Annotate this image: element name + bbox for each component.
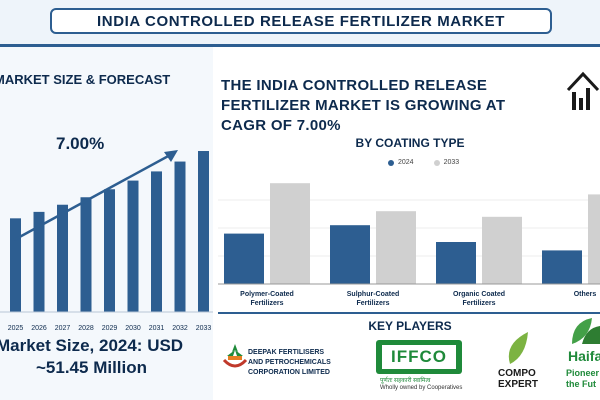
legend-swatch-2024 [388, 159, 394, 166]
growth-arrow-line [13, 152, 173, 242]
haifa-tagline: Pioneer the Fut [566, 368, 599, 390]
legend-label-2033: 2033 [443, 159, 460, 166]
deepak-line1: DEEPAK FERTILISERS [248, 349, 325, 356]
legend-swatch-2033 [433, 159, 440, 166]
compo-expert-name: COMPO EXPERT [498, 368, 538, 390]
haifa-tag-line1: Pioneer [566, 368, 600, 378]
coating-tick-0: Polymer-Coated Fertilizers [240, 291, 294, 307]
deepak-line2: AND PETROCHEMICALS [248, 359, 331, 366]
market-size-line2: ~51.45 Million [36, 358, 148, 377]
forecast-tick-2028: 2028 [78, 325, 94, 332]
cagr-annotation: 7.00% [56, 134, 105, 153]
coating-legend: 2024 2033 [388, 159, 473, 166]
coating-bar-2024-3 [542, 250, 582, 284]
iffco-logo: IFFCO [376, 340, 462, 374]
legend-label-2024: 2024 [398, 159, 414, 166]
coating-bar-2024-0 [224, 233, 264, 284]
forecast-tick-2032: 2032 [172, 325, 188, 332]
haifa-leaf-icon [572, 318, 600, 344]
key-players-title: KEY PLAYERS [368, 319, 452, 333]
compo-line1: COMPO [498, 368, 536, 379]
forecast-tick-2027: 2027 [55, 325, 71, 332]
coating-chart: Polymer-Coated Fertilizers Sulphur-Coated F… [218, 183, 600, 307]
deepak-logo [222, 344, 248, 368]
coating-bar-2033-2 [482, 216, 522, 284]
coating-tick-3: Others [574, 291, 597, 298]
forecast-tick-2031: 2031 [149, 325, 165, 332]
legend-item-2033: 2033 [433, 159, 460, 166]
compo-line2: EXPERT [498, 379, 539, 390]
forecast-bar-2032 [174, 161, 186, 312]
growth-heading: THE INDIA CONTROLLED RELEASE FERTILIZER … [221, 77, 506, 134]
haifa-tag-line2: the Fut [566, 379, 596, 389]
coating-bar-2033-0 [270, 183, 310, 284]
forecast-tick-2026: 2026 [31, 325, 47, 332]
forecast-tick-2029: 2029 [102, 325, 118, 332]
iffco-tagline: Wholly owned by Cooperatives [380, 385, 463, 391]
deepak-line3: CORPORATION LIMITED [248, 369, 330, 376]
forecast-bar-2028 [80, 197, 92, 312]
forecast-bar-2025 [10, 218, 21, 312]
forecast-bar-2033 [198, 151, 209, 312]
forecast-tick-2033: 2033 [196, 325, 212, 332]
iffco-tagline-hindi: पूर्णतः सहकारी स्वामित्व [380, 378, 431, 384]
legend-item-2024: 2024 [388, 159, 414, 166]
market-size-heading: MARKET SIZE & FORECAST [0, 72, 171, 87]
forecast-bar-2030 [127, 180, 139, 312]
forecast-bar-2027 [57, 204, 68, 312]
coating-bar-2024-1 [330, 225, 370, 284]
page-title: INDIA CONTROLLED RELEASE FERTILIZER MARK… [50, 8, 552, 34]
coating-bar-2024-2 [436, 242, 476, 284]
forecast-tick-2030: 2030 [125, 325, 141, 332]
growth-arrow-head [164, 150, 178, 162]
forecast-bar-2031 [151, 171, 162, 312]
compo-leaf-icon [508, 332, 528, 364]
coating-bar-2033-1 [376, 211, 416, 284]
coating-bar-2033-3 [588, 194, 600, 284]
forecast-chart: 2025 2026 2027 2028 2029 2030 2031 2032 2033 [0, 150, 213, 332]
coating-tick-1: Sulphur-Coated Fertilizers [347, 291, 400, 307]
coating-chart-title: BY COATING TYPE [355, 136, 465, 150]
deepak-name: DEEPAK FERTILISERS AND PETROCHEMICALS CO… [248, 348, 331, 378]
forecast-bar-2029 [104, 189, 115, 312]
iffco-name: IFFCO [382, 345, 456, 369]
key-players-divider [218, 312, 600, 314]
coating-tick-2: Organic Coated Fertilizers [453, 291, 505, 307]
forecast-tick-2025: 2025 [8, 325, 24, 332]
forecast-bar-2026 [33, 211, 45, 312]
haifa-name: Haifa [568, 348, 600, 364]
house-chart-icon [566, 71, 600, 110]
header-band: INDIA CONTROLLED RELEASE FERTILIZER MARK… [0, 0, 600, 47]
market-size-line1: Market Size, 2024: USD [0, 336, 184, 355]
